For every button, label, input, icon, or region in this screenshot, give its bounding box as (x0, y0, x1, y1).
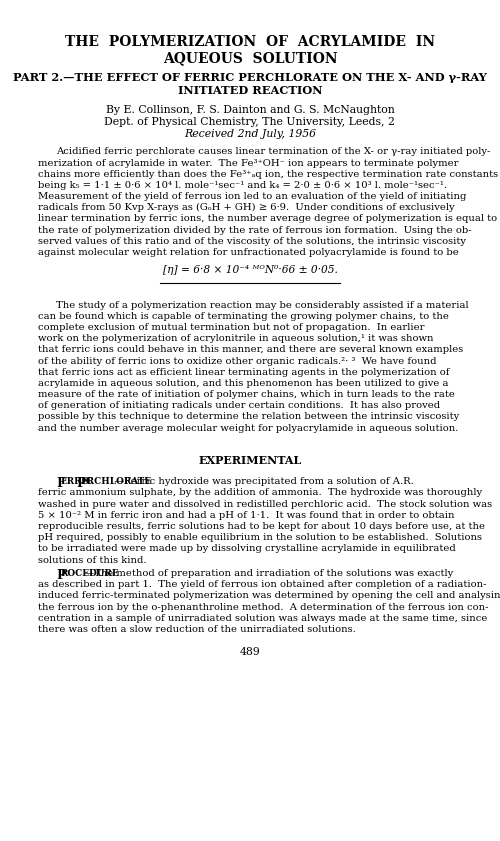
Text: that ferric ions act as efficient linear terminating agents in the polymerizatio: that ferric ions act as efficient linear… (38, 368, 450, 377)
Text: measure of the rate of initiation of polymer chains, which in turn leads to the : measure of the rate of initiation of pol… (38, 390, 455, 399)
Text: P: P (56, 569, 65, 582)
Text: EXPERIMENTAL: EXPERIMENTAL (198, 455, 302, 466)
Text: PART 2.—THE EFFECT OF FERRIC PERCHLORATE ON THE X- AND γ-RAY: PART 2.—THE EFFECT OF FERRIC PERCHLORATE… (13, 72, 487, 83)
Text: ERRIC: ERRIC (60, 478, 93, 486)
Text: can be found which is capable of terminating the growing polymer chains, to the: can be found which is capable of termina… (38, 312, 449, 320)
Text: ERCHLORATE: ERCHLORATE (81, 478, 152, 486)
Text: to be irradiated were made up by dissolving crystalline acrylamide in equilibrat: to be irradiated were made up by dissolv… (38, 544, 456, 553)
Text: INITIATED REACTION: INITIATED REACTION (178, 85, 322, 96)
Text: work on the polymerization of acrylonitrile in aqueous solution,¹ it was shown: work on the polymerization of acrylonitr… (38, 334, 434, 343)
Text: Received 2nd July, 1956: Received 2nd July, 1956 (184, 129, 316, 139)
Text: served values of this ratio and of the viscosity of the solutions, the intrinsic: served values of this ratio and of the v… (38, 237, 466, 246)
Text: and the number average molecular weight for polyacrylamide in aqueous solution.: and the number average molecular weight … (38, 424, 459, 432)
Text: P: P (77, 478, 86, 490)
Text: 489: 489 (240, 648, 260, 658)
Text: AQUEOUS  SOLUTION: AQUEOUS SOLUTION (162, 51, 338, 66)
Text: 5 × 10⁻² M in ferric iron and had a pH of 1·1.  It was found that in order to ob: 5 × 10⁻² M in ferric iron and had a pH o… (38, 510, 455, 520)
Text: [η] = 6·8 × 10⁻⁴ ᴹᴼN⁰·66 ± 0·05.: [η] = 6·8 × 10⁻⁴ ᴹᴼN⁰·66 ± 0·05. (162, 265, 338, 275)
Text: as described in part 1.  The yield of ferrous ion obtained after completion of a: as described in part 1. The yield of fer… (38, 580, 486, 590)
Text: Measurement of the yield of ferrous ion led to an evaluation of the yield of ini: Measurement of the yield of ferrous ion … (38, 192, 467, 201)
Text: radicals from 50 Kvp X-rays as (GₒH + GH) ≥ 6·9.  Under conditions of exclusivel: radicals from 50 Kvp X-rays as (GₒH + GH… (38, 204, 455, 213)
Text: the ferrous ion by the o-phenanthroline method.  A determination of the ferrous : the ferrous ion by the o-phenanthroline … (38, 603, 488, 611)
Text: against molecular weight relation for unfractionated polyacrylamide is found to : against molecular weight relation for un… (38, 248, 459, 257)
Text: centration in a sample of unirradiated solution was always made at the same time: centration in a sample of unirradiated s… (38, 614, 488, 623)
Text: acrylamide in aqueous solution, and this phenomenon has been utilized to give a: acrylamide in aqueous solution, and this… (38, 379, 449, 388)
Text: Acidified ferric perchlorate causes linear termination of the X- or γ-ray initia: Acidified ferric perchlorate causes line… (56, 147, 490, 156)
Text: —The method of preparation and irradiation of the solutions was exactly: —The method of preparation and irradiati… (84, 569, 454, 578)
Text: F: F (56, 478, 64, 490)
Text: .—Ferric hydroxide was precipitated from a solution of A.R.: .—Ferric hydroxide was precipitated from… (111, 478, 414, 486)
Text: of the ability of ferric ions to oxidize other organic radicals.²· ³  We have fo: of the ability of ferric ions to oxidize… (38, 357, 436, 366)
Text: ferric ammonium sulphate, by the addition of ammonia.  The hydroxide was thoroug: ferric ammonium sulphate, by the additio… (38, 489, 482, 498)
Text: Dept. of Physical Chemistry, The University, Leeds, 2: Dept. of Physical Chemistry, The Univers… (104, 117, 396, 127)
Text: the rate of polymerization divided by the rate of ferrous ion formation.  Using : the rate of polymerization divided by th… (38, 225, 472, 235)
Text: THE  POLYMERIZATION  OF  ACRYLAMIDE  IN: THE POLYMERIZATION OF ACRYLAMIDE IN (65, 35, 435, 50)
Text: being k₅ = 1·1 ± 0·6 × 10⁴ l. mole⁻¹sec⁻¹ and k₄ = 2·0 ± 0·6 × 10³ l. mole⁻¹sec⁻: being k₅ = 1·1 ± 0·6 × 10⁴ l. mole⁻¹sec⁻… (38, 181, 447, 190)
Text: possible by this technique to determine the relation between the intrinsic visco: possible by this technique to determine … (38, 412, 459, 421)
Text: linear termination by ferric ions, the number average degree of polymerization i: linear termination by ferric ions, the n… (38, 214, 497, 224)
Text: ROCEDURE: ROCEDURE (60, 569, 119, 578)
Text: induced ferric-terminated polymerization was determined by opening the cell and : induced ferric-terminated polymerization… (38, 591, 500, 600)
Text: solutions of this kind.: solutions of this kind. (38, 556, 146, 564)
Text: pH required, possibly to enable equilibrium in the solution to be established.  : pH required, possibly to enable equilibr… (38, 533, 482, 542)
Text: complete exclusion of mutual termination but not of propagation.  In earlier: complete exclusion of mutual termination… (38, 323, 424, 332)
Text: of generation of initiating radicals under certain conditions.  It has also prov: of generation of initiating radicals und… (38, 401, 440, 410)
Text: washed in pure water and dissolved in redistilled perchloric acid.  The stock so: washed in pure water and dissolved in re… (38, 500, 492, 509)
Text: By E. Collinson, F. S. Dainton and G. S. McNaughton: By E. Collinson, F. S. Dainton and G. S.… (106, 104, 395, 114)
Text: there was often a slow reduction of the unirradiated solutions.: there was often a slow reduction of the … (38, 625, 356, 634)
Text: reproducible results, ferric solutions had to be kept for about 10 days before u: reproducible results, ferric solutions h… (38, 522, 485, 531)
Text: The study of a polymerization reaction may be considerably assisted if a materia: The study of a polymerization reaction m… (56, 300, 469, 309)
Text: that ferric ions could behave in this manner, and there are several known exampl: that ferric ions could behave in this ma… (38, 346, 463, 354)
Text: chains more efficiently than does the Fe³⁺ₐq ion, the respective termination rat: chains more efficiently than does the Fe… (38, 170, 498, 179)
Text: merization of acrylamide in water.  The Fe³⁺OH⁻ ion appears to terminate polymer: merization of acrylamide in water. The F… (38, 159, 459, 167)
